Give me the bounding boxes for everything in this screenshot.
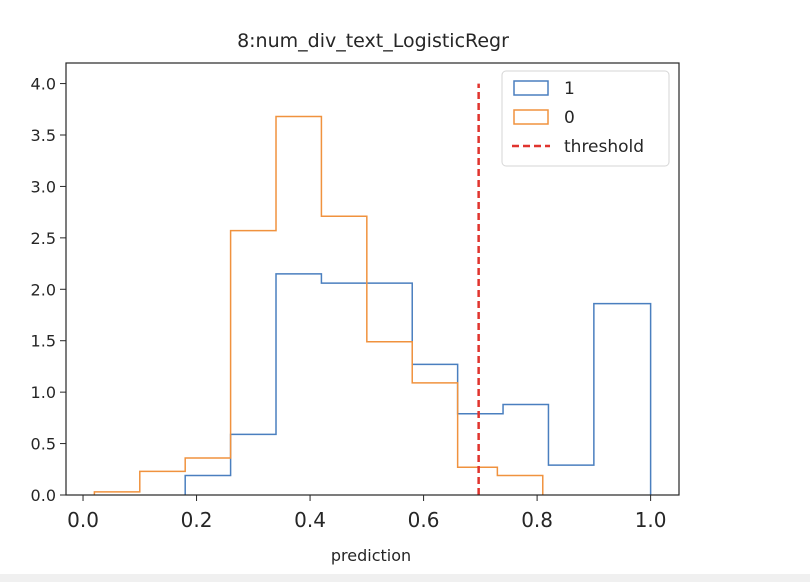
y-tick-label: 1.5 bbox=[31, 332, 56, 351]
bottom-strip bbox=[0, 574, 810, 582]
series-0-histogram bbox=[93, 115, 544, 495]
y-tick-label: 2.0 bbox=[31, 280, 56, 299]
x-tick-label: 0.4 bbox=[294, 508, 326, 532]
legend-swatch-1 bbox=[513, 80, 549, 96]
y-tick-label: 2.5 bbox=[31, 229, 56, 248]
y-tick-label: 3.5 bbox=[31, 126, 56, 145]
x-tick-label: 0.0 bbox=[67, 508, 99, 532]
legend-swatch-0 bbox=[513, 109, 549, 125]
x-tick-label: 1.0 bbox=[635, 508, 667, 532]
x-tick-label: 0.2 bbox=[181, 508, 213, 532]
y-tick-label: 3.0 bbox=[31, 177, 56, 196]
axes: 0.0 0.2 0.4 0.6 0.8 1.0 0.0 0.5 1.0 1.5 2.0 2.5 3.0 3… bbox=[31, 75, 667, 532]
legend-label: 1 bbox=[564, 79, 575, 99]
x-tick-label: 0.8 bbox=[521, 508, 553, 532]
x-tick-label: 0.6 bbox=[408, 508, 440, 532]
y-tick-label: 0.0 bbox=[31, 486, 56, 505]
y-tick-label: 1.0 bbox=[31, 383, 56, 402]
y-tick-label: 4.0 bbox=[31, 75, 56, 94]
legend-label: 0 bbox=[564, 108, 575, 128]
series-1-histogram bbox=[184, 273, 652, 495]
x-axis-label: prediction bbox=[331, 546, 411, 565]
legend-label: threshold bbox=[564, 137, 644, 157]
chart-title: 8:num_div_text_LogisticRegr bbox=[237, 30, 509, 52]
plot-area bbox=[93, 83, 652, 495]
legend: 1 0 threshold bbox=[501, 70, 670, 167]
plot-frame bbox=[65, 62, 680, 496]
y-tick-label: 0.5 bbox=[31, 435, 56, 454]
